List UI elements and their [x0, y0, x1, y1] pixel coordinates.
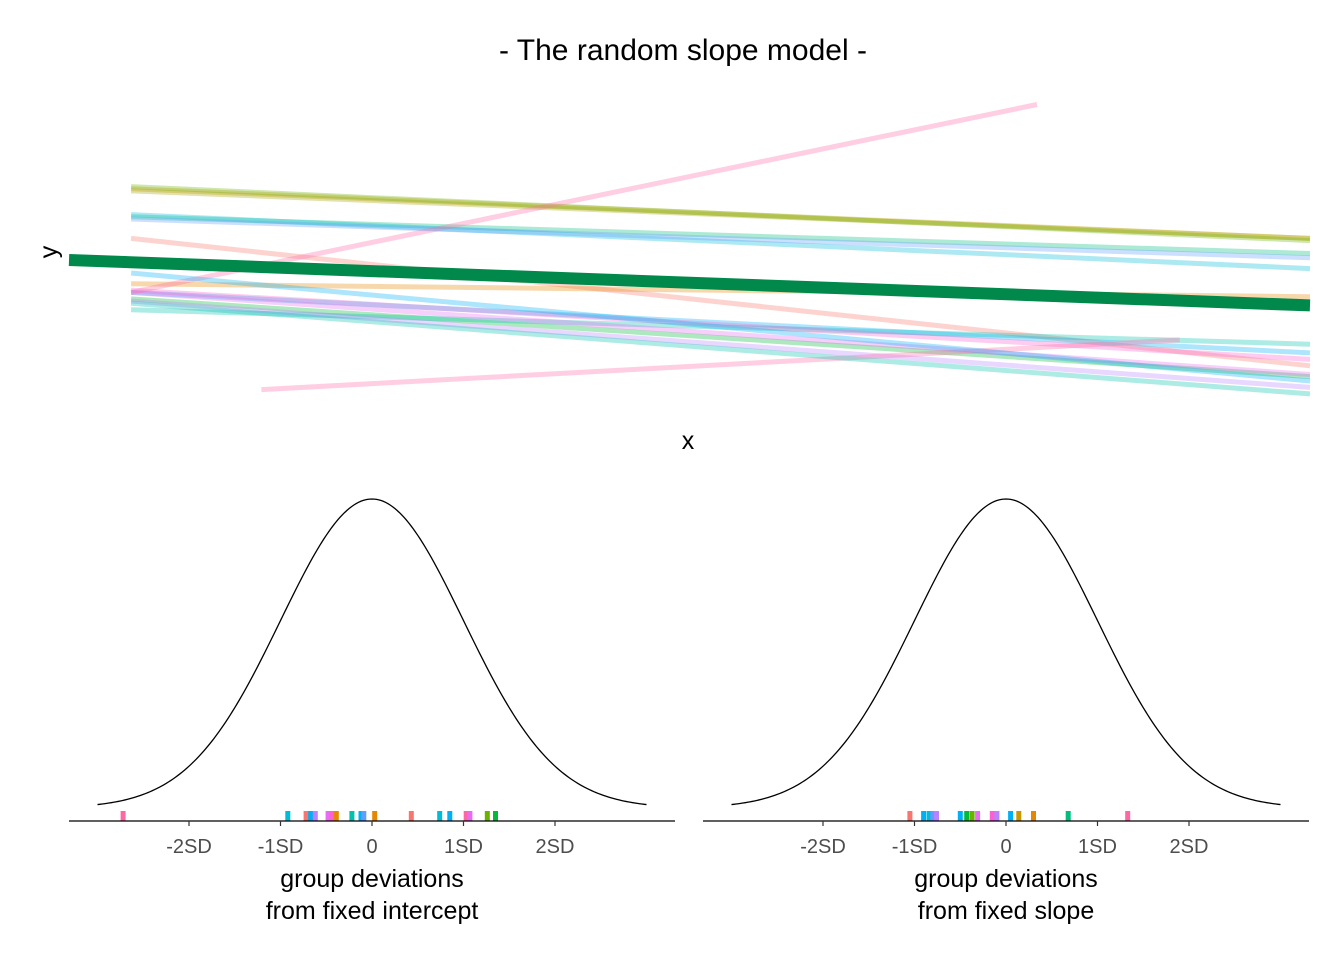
group-lines — [130, 102, 1311, 397]
fixed-effect-line — [68, 254, 1311, 312]
x-axis-ticks: -2SD -1SD 0 1SD 2SD — [800, 821, 1208, 858]
rug-mark-17 — [467, 811, 473, 821]
fixed-line-layer — [68, 254, 1311, 312]
group-line-12 — [130, 298, 1311, 390]
group-line-9 — [130, 212, 1311, 272]
rug-mark-5 — [934, 811, 939, 821]
rug-mark-1 — [907, 811, 913, 821]
rug-mark-16 — [463, 811, 469, 821]
rug-mark-12 — [1008, 811, 1014, 821]
group-line-11 — [131, 216, 1311, 261]
x-tick-label: -2SD — [166, 836, 212, 858]
x-axis-title-line1: group deviations — [280, 865, 463, 893]
group-line-5 — [130, 184, 1311, 244]
rug-mark-16 — [1125, 811, 1131, 821]
x-tick-label: 2SD — [536, 836, 575, 858]
rug-mark-13 — [408, 811, 414, 821]
rug-mark-15 — [1065, 811, 1071, 821]
rug-mark-2 — [921, 811, 927, 821]
normal-density-curve — [97, 498, 647, 806]
rug-mark-15 — [447, 811, 453, 821]
normal-density-curve — [731, 498, 1281, 806]
rug-mark-4 — [308, 811, 314, 821]
group-line-6 — [130, 296, 1311, 380]
rug-mark-19 — [493, 811, 498, 821]
rug-mark-7 — [964, 811, 970, 821]
rug-mark-13 — [1016, 811, 1022, 821]
group-line-13 — [130, 289, 1311, 377]
group-line-15 — [130, 102, 1038, 295]
group-line-16 — [261, 337, 1180, 393]
rug-mark-9 — [349, 811, 355, 821]
group-line-14 — [130, 287, 1311, 362]
group-line-18 — [130, 270, 1311, 384]
rug-mark-5 — [312, 811, 318, 821]
x-axis-title: x — [682, 427, 695, 455]
rug-mark-11 — [994, 811, 1000, 821]
y-axis-title: y — [35, 245, 63, 258]
rug-mark-1 — [120, 811, 126, 821]
rug-mark-4 — [930, 811, 936, 821]
slope-deviation-panel: -2SD -1SD 0 1SD 2SD group deviations from fi… — [703, 498, 1309, 925]
rug-mark-12 — [372, 811, 378, 821]
x-tick-label: -1SD — [892, 836, 938, 858]
rug-mark-11 — [361, 811, 367, 821]
x-axis-ticks: -2SD -1SD 0 1SD 2SD — [166, 821, 574, 858]
x-tick-label: 0 — [366, 836, 377, 858]
rug-mark-8 — [969, 811, 975, 821]
rug-mark-3 — [303, 811, 309, 821]
rug-mark-2 — [285, 811, 291, 821]
rug-mark-10 — [989, 811, 995, 821]
x-tick-label: 2SD — [1170, 836, 1209, 858]
rug-mark-9 — [975, 811, 981, 821]
x-tick-label: 1SD — [444, 836, 483, 858]
x-axis-title-line2: from fixed slope — [918, 897, 1094, 925]
x-tick-label: 1SD — [1078, 836, 1117, 858]
rug-marks — [907, 811, 1131, 821]
group-line-10 — [130, 289, 1311, 356]
x-tick-label: -2SD — [800, 836, 846, 858]
x-axis-title-line2: from fixed intercept — [266, 897, 479, 925]
group-line-1 — [130, 235, 1311, 369]
chart-title: - The random slope model - — [499, 34, 867, 67]
x-tick-label: 0 — [1000, 836, 1011, 858]
rug-mark-7 — [329, 811, 335, 821]
group-line-3 — [130, 186, 1311, 241]
group-line-7 — [131, 214, 1311, 256]
group-line-17 — [130, 300, 1311, 397]
x-axis-title-line1: group deviations — [914, 865, 1097, 893]
rug-mark-10 — [358, 811, 364, 821]
rug-mark-6 — [325, 811, 331, 821]
rug-mark-18 — [484, 811, 490, 821]
rug-marks — [120, 811, 498, 821]
group-line-8 — [131, 307, 1311, 347]
rug-mark-6 — [957, 811, 963, 821]
rug-mark-14 — [437, 811, 443, 821]
x-tick-label: -1SD — [258, 836, 304, 858]
group-line-4 — [130, 188, 1311, 241]
rug-mark-8 — [333, 811, 339, 821]
rug-mark-3 — [926, 811, 932, 821]
intercept-deviation-panel: -2SD -1SD 0 1SD 2SD group deviations from fi… — [69, 498, 675, 925]
rug-mark-14 — [1031, 811, 1036, 821]
